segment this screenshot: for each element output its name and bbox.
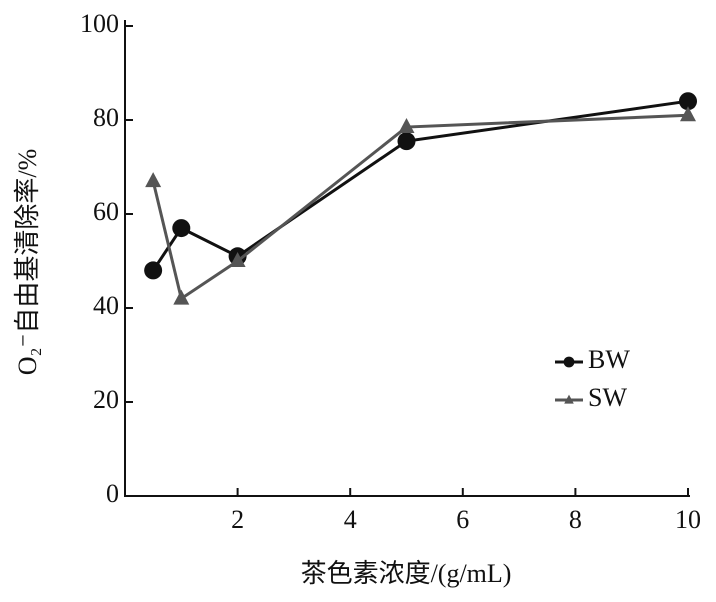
marker [679,92,697,111]
x-tick-label: 2 [231,505,244,534]
marker [144,261,163,280]
marker [680,106,696,122]
y-tick-label: 100 [80,9,119,38]
legend-label: BW [588,345,630,374]
marker [172,219,191,238]
y-tick-label: 20 [93,385,119,414]
y-axis-label: O₂⁻自由基清除率/% [13,149,42,375]
marker [564,394,574,404]
x-tick-label: 6 [456,505,469,534]
y-tick-label: 40 [93,291,119,320]
marker [145,172,162,188]
x-tick-label: 8 [569,505,582,534]
y-tick-label: 0 [106,479,119,508]
x-tick-label: 10 [675,505,701,534]
y-tick-label: 60 [93,197,119,226]
marker [398,118,415,134]
y-tick-label: 80 [93,103,119,132]
marker [397,132,416,151]
x-tick-label: 4 [344,505,357,534]
marker [563,356,575,368]
x-axis-label: 茶色素浓度/(g/mL) [301,559,512,588]
line [151,113,689,302]
marker [173,289,190,305]
marker [229,252,246,267]
legend-label: SW [588,383,627,412]
